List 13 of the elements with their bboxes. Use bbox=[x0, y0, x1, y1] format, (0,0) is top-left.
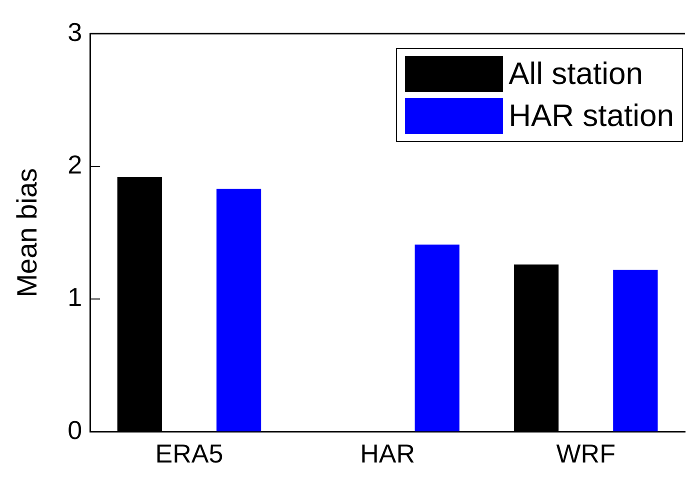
bar bbox=[414, 244, 460, 432]
y-tick-label: 0 bbox=[68, 414, 82, 445]
legend-label: HAR station bbox=[508, 98, 674, 134]
bar bbox=[613, 270, 658, 432]
x-tick-label: ERA5 bbox=[155, 438, 224, 469]
y-tick-label: 1 bbox=[68, 282, 82, 312]
y-axis-title: Mean bias bbox=[12, 168, 43, 298]
bar bbox=[216, 188, 262, 432]
legend-label: All station bbox=[508, 56, 643, 92]
x-tick-label: HAR bbox=[360, 438, 415, 469]
y-tick-label: 2 bbox=[68, 150, 82, 180]
x-tick-label: WRF bbox=[556, 438, 616, 469]
y-tick-label: 3 bbox=[68, 16, 82, 47]
